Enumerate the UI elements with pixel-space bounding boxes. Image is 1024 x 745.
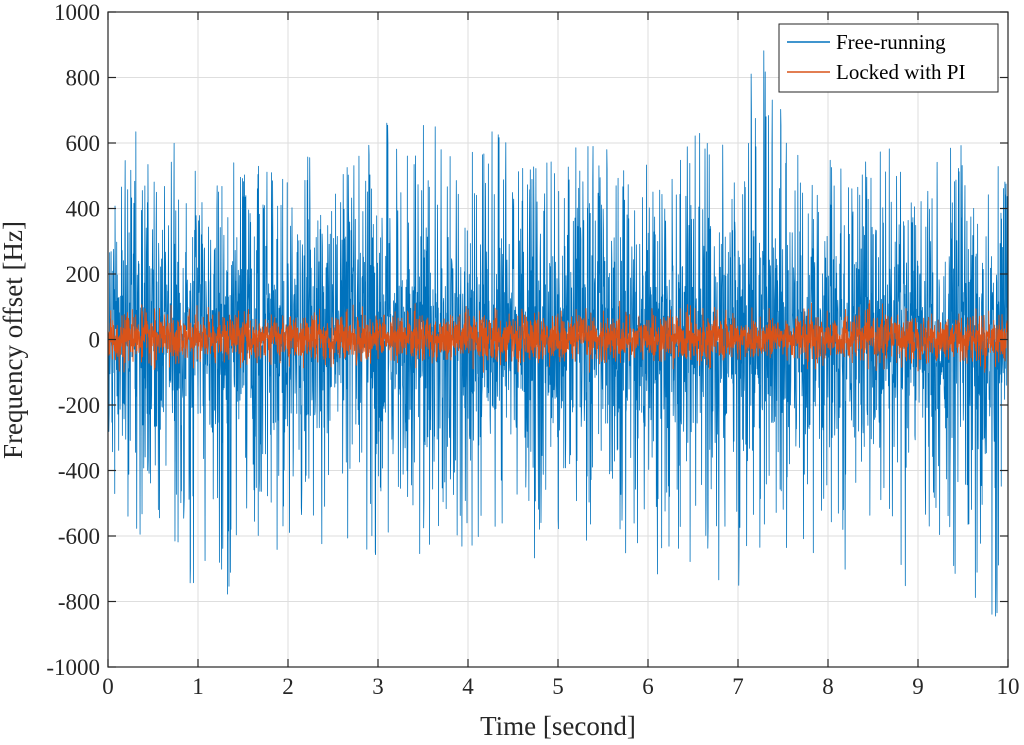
x-tick-label: 10 [997, 674, 1020, 699]
x-tick-label: 0 [102, 674, 114, 699]
tick-labels: 0 1 2 3 4 5 6 7 8 9 10 -1000 -800 -600 -400 -200 0 200 400… [46, 0, 1019, 699]
x-tick-label: 9 [912, 674, 924, 699]
y-tick-label: -200 [58, 393, 100, 418]
y-tick-label: -600 [58, 524, 100, 549]
legend-label-free-running: Free-running [836, 30, 946, 54]
y-tick-label: 1000 [54, 0, 100, 25]
y-tick-label: 0 [89, 328, 101, 353]
x-axis-label: Time [second] [480, 711, 636, 741]
x-tick-label: 8 [822, 674, 834, 699]
x-tick-label: 3 [372, 674, 384, 699]
series-line-locked-with-pi [108, 299, 1008, 373]
x-tick-label: 4 [462, 674, 474, 699]
x-tick-label: 6 [642, 674, 654, 699]
y-tick-label: 400 [66, 197, 101, 222]
y-tick-label: 600 [66, 131, 101, 156]
y-tick-label: -1000 [46, 655, 100, 680]
legend-label-locked-with-pi: Locked with PI [836, 60, 965, 84]
x-tick-label: 1 [192, 674, 204, 699]
series-line-free-running [108, 50, 1008, 617]
legend[interactable]: Free-running Locked with PI [778, 23, 999, 93]
x-tick-label: 5 [552, 674, 564, 699]
ticks [107, 11, 1009, 668]
y-tick-label: -800 [58, 590, 100, 615]
series-layer [108, 50, 1008, 617]
y-tick-label: 800 [66, 66, 101, 91]
legend-box [778, 23, 999, 93]
y-axis-label: Frequency offset [Hz] [0, 221, 28, 459]
x-tick-label: 7 [732, 674, 744, 699]
y-tick-label: 200 [66, 262, 101, 287]
y-tick-label: -400 [58, 459, 100, 484]
x-tick-label: 2 [282, 674, 294, 699]
